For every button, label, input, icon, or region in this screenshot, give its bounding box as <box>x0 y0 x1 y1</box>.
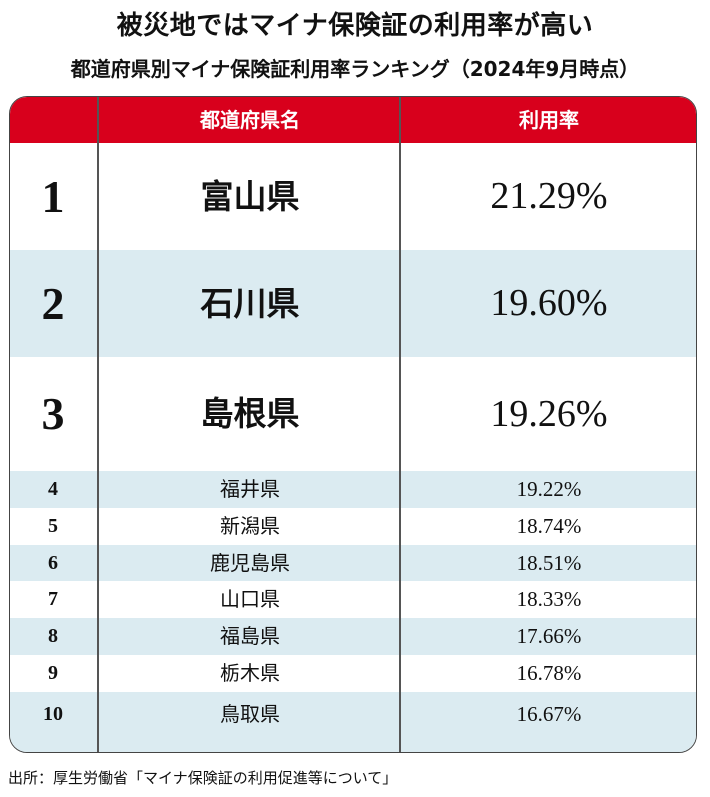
rate-cell: 16.78% <box>516 661 582 685</box>
rate-cell: 18.33% <box>516 587 582 611</box>
rate-cell: 16.67% <box>516 702 582 726</box>
rank-cell: 1 <box>41 171 65 222</box>
rate-cell: 21.29% <box>490 175 608 217</box>
rank-cell: 3 <box>41 388 65 439</box>
page-subtitle: 都道府県別マイナ保険証利用率ランキング（2024年9月時点） <box>70 57 640 81</box>
table-row: 8 福島県 17.66% <box>10 618 696 655</box>
table-row: 10 鳥取県 16.67% <box>10 692 696 752</box>
prefecture-cell: 石川県 <box>200 284 300 323</box>
rate-cell: 18.51% <box>516 551 582 575</box>
rank-cell: 10 <box>43 703 63 725</box>
column-divider <box>97 97 99 752</box>
prefecture-cell: 島根県 <box>200 394 300 433</box>
prefecture-cell: 鳥取県 <box>220 702 280 726</box>
rate-cell: 17.66% <box>516 624 582 648</box>
prefecture-cell: 福島県 <box>220 624 280 648</box>
table-row: 1 富山県 21.29% <box>10 143 696 250</box>
rank-cell: 7 <box>48 588 58 610</box>
rank-cell: 6 <box>48 552 58 574</box>
header-prefecture: 都道府県名 <box>200 108 300 132</box>
rank-cell: 9 <box>48 662 58 684</box>
table-row: 7 山口県 18.33% <box>10 581 696 618</box>
prefecture-cell: 富山県 <box>200 177 300 216</box>
prefecture-cell: 栃木県 <box>220 661 280 685</box>
page-title: 被災地ではマイナ保険証の利用率が高い <box>116 11 594 41</box>
rank-cell: 2 <box>41 278 65 329</box>
table-header: 都道府県名 利用率 <box>10 97 696 143</box>
rank-cell: 8 <box>48 625 58 647</box>
ranking-table: 都道府県名 利用率 1 富山県 21.29% 2 石川県 19.60% 3 島根… <box>9 96 697 753</box>
rate-cell: 18.74% <box>516 514 582 538</box>
rank-cell: 5 <box>48 515 58 537</box>
rate-cell: 19.60% <box>490 282 608 324</box>
prefecture-cell: 鹿児島県 <box>210 551 290 575</box>
table-row: 9 栃木県 16.78% <box>10 655 696 692</box>
table-row: 4 福井県 19.22% <box>10 471 696 508</box>
prefecture-cell: 新潟県 <box>220 514 280 538</box>
table-row: 6 鹿児島県 18.51% <box>10 545 696 581</box>
prefecture-cell: 福井県 <box>220 477 280 501</box>
table-row: 3 島根県 19.26% <box>10 357 696 471</box>
source-note: 出所：厚生労働省「マイナ保険証の利用促進等について」 <box>8 769 398 787</box>
table-row: 5 新潟県 18.74% <box>10 508 696 545</box>
header-rate: 利用率 <box>519 108 579 132</box>
rate-cell: 19.26% <box>490 393 608 435</box>
rate-cell: 19.22% <box>516 477 582 501</box>
prefecture-cell: 山口県 <box>220 587 280 611</box>
header-rank <box>10 97 96 143</box>
column-divider <box>399 97 401 752</box>
table-row: 2 石川県 19.60% <box>10 250 696 357</box>
rank-cell: 4 <box>48 478 58 500</box>
